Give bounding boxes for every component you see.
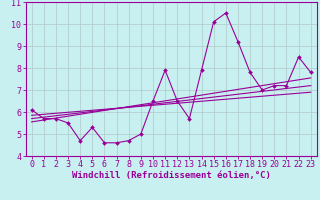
X-axis label: Windchill (Refroidissement éolien,°C): Windchill (Refroidissement éolien,°C): [72, 171, 271, 180]
